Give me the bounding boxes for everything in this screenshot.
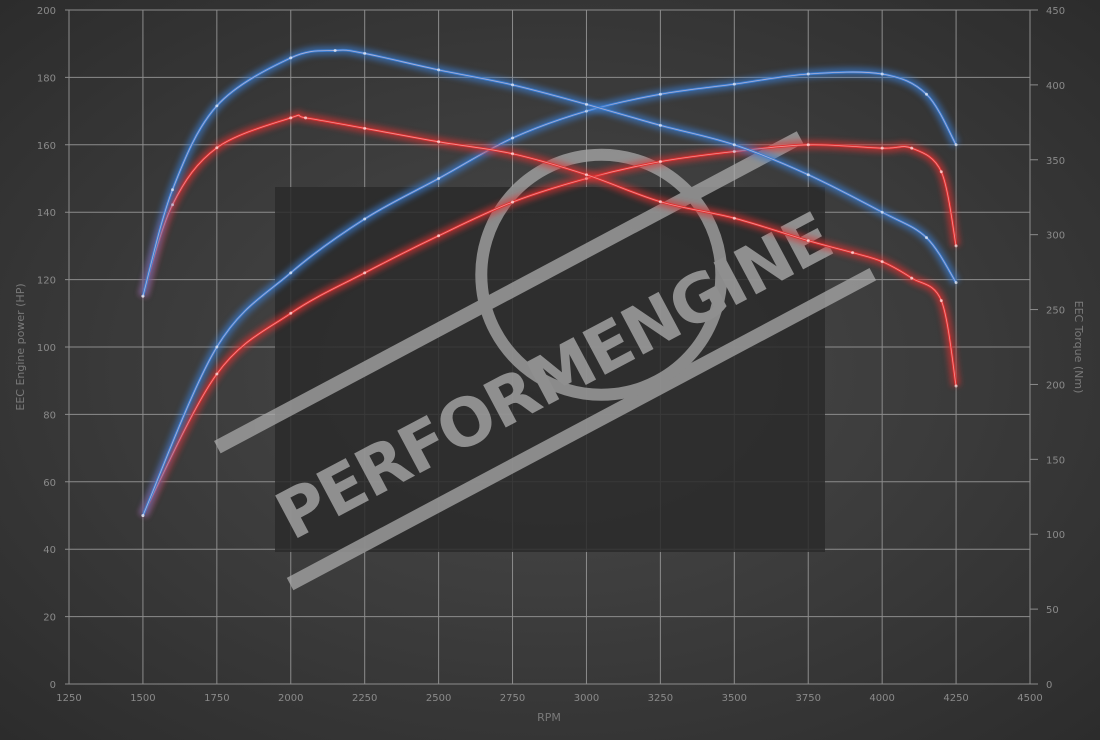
- data-point: [806, 173, 810, 177]
- x-tick-label: 4500: [1017, 693, 1042, 704]
- y-right-tick-label: 450: [1046, 6, 1065, 17]
- y-left-tick-label: 180: [37, 73, 56, 84]
- x-tick-label: 2500: [426, 693, 451, 704]
- data-point: [363, 271, 367, 275]
- y-right-tick-label: 300: [1046, 231, 1065, 242]
- data-point: [954, 281, 958, 285]
- x-tick-label: 3250: [648, 693, 673, 704]
- data-point: [437, 177, 441, 180]
- y-right-tick-label: 0: [1046, 680, 1052, 691]
- y-right-tick-label: 350: [1046, 156, 1065, 167]
- data-point: [363, 51, 367, 55]
- data-point: [851, 251, 855, 255]
- data-point: [363, 126, 367, 130]
- data-point: [658, 123, 662, 127]
- data-point: [806, 143, 810, 147]
- data-point: [939, 299, 943, 303]
- data-point: [880, 210, 884, 214]
- data-point: [880, 72, 884, 76]
- data-point: [925, 92, 929, 96]
- x-tick-label: 2750: [500, 693, 525, 704]
- x-tick-label: 4250: [943, 693, 968, 704]
- data-point: [215, 146, 219, 150]
- data-point: [215, 372, 219, 376]
- x-tick-label: 1250: [56, 693, 81, 704]
- x-tick-label: 3750: [796, 693, 821, 704]
- data-point: [732, 150, 736, 154]
- data-point: [437, 140, 441, 144]
- data-point: [170, 188, 174, 192]
- y-left-tick-label: 120: [37, 276, 56, 287]
- y-left-tick-label: 20: [43, 613, 56, 624]
- data-point: [304, 116, 308, 120]
- data-point: [880, 146, 884, 150]
- y-axis-right-label: EEC Torque (Nm): [1072, 301, 1085, 394]
- y-right-tick-label: 100: [1046, 530, 1065, 541]
- data-point: [910, 146, 914, 150]
- y-right-tick-label: 150: [1046, 455, 1065, 466]
- x-axis-label: RPM: [537, 711, 561, 724]
- data-point: [511, 136, 515, 140]
- x-tick-label: 3000: [574, 693, 599, 704]
- data-point: [289, 311, 293, 315]
- data-point: [584, 173, 588, 177]
- x-tick-label: 1500: [130, 693, 155, 704]
- y-axis-left-label: EEC Engine power (HP): [14, 283, 27, 410]
- x-tick-label: 2000: [278, 693, 303, 704]
- data-point: [880, 260, 884, 264]
- data-point: [584, 102, 588, 106]
- data-point: [215, 345, 219, 349]
- x-tick-label: 1750: [204, 693, 229, 704]
- data-point: [289, 56, 293, 60]
- y-left-tick-label: 140: [37, 208, 56, 219]
- y-right-tick-label: 250: [1046, 306, 1065, 317]
- data-point: [954, 244, 958, 248]
- x-tick-label: 3500: [722, 693, 747, 704]
- watermark-logo: PERFORMENGINE: [214, 131, 877, 591]
- x-tick-label: 4000: [869, 693, 894, 704]
- data-point: [806, 239, 810, 243]
- data-point: [289, 116, 293, 120]
- data-point: [141, 294, 145, 298]
- y-left-tick-label: 100: [37, 343, 56, 354]
- data-point: [437, 68, 441, 72]
- y-left-tick-label: 160: [37, 141, 56, 152]
- data-point: [511, 200, 515, 204]
- data-point: [658, 92, 662, 96]
- data-point: [658, 200, 662, 204]
- y-left-tick-label: 0: [50, 680, 56, 691]
- y-right-tick-label: 400: [1046, 81, 1065, 92]
- data-point: [806, 72, 810, 76]
- y-left-tick-label: 80: [43, 410, 56, 421]
- y-right-tick-label: 200: [1046, 380, 1065, 391]
- data-point: [511, 152, 515, 156]
- data-point: [925, 236, 929, 240]
- data-point: [141, 514, 145, 517]
- y-left-tick-label: 200: [37, 6, 56, 17]
- y-left-tick-label: 40: [43, 545, 56, 556]
- data-point: [215, 104, 219, 108]
- data-point: [732, 82, 736, 86]
- data-point: [910, 276, 914, 280]
- data-point: [289, 271, 293, 275]
- y-right-tick-label: 50: [1046, 605, 1059, 616]
- data-point: [511, 83, 515, 87]
- data-point: [954, 384, 958, 388]
- data-point: [333, 48, 337, 52]
- data-point: [658, 160, 662, 164]
- data-point: [732, 143, 736, 147]
- data-point: [437, 234, 441, 238]
- data-point: [363, 217, 367, 221]
- series-layer: [138, 45, 961, 518]
- data-point: [939, 170, 943, 174]
- data-point: [954, 143, 958, 147]
- series-highlight: [142, 71, 957, 516]
- x-tick-label: 2250: [352, 693, 377, 704]
- y-left-tick-label: 60: [43, 478, 56, 489]
- data-point: [584, 109, 588, 113]
- data-point: [732, 216, 736, 220]
